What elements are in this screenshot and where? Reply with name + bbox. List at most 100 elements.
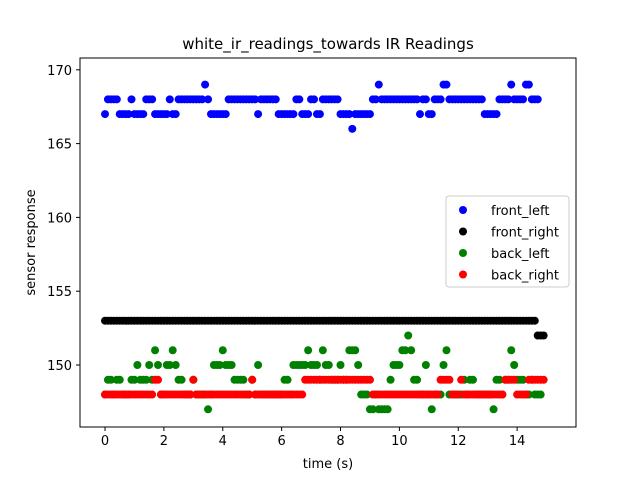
point-back_left-100	[395, 361, 404, 370]
point-back_left-97	[386, 375, 395, 384]
point-front_left-84	[348, 124, 357, 133]
point-back_right-149	[539, 375, 548, 384]
point-back_left-23	[168, 346, 177, 355]
point-front_left-116	[442, 80, 451, 89]
point-front_left-64	[289, 110, 298, 119]
point-front_left-35	[204, 95, 213, 104]
point-back_right-16	[148, 390, 157, 399]
legend: front_left front_right back_left back_right	[445, 195, 570, 288]
point-back_right-113	[433, 390, 442, 399]
point-back_right-90	[365, 375, 374, 384]
point-back_left-102	[401, 346, 410, 355]
point-back_right-29	[186, 390, 195, 399]
legend-marker-back_right	[459, 270, 467, 279]
series-front_left	[101, 80, 542, 133]
point-back_left-139	[510, 361, 519, 370]
point-front_left-73	[315, 110, 324, 119]
point-front_left-16	[148, 95, 157, 104]
point-front_left-137	[504, 95, 513, 104]
point-back_left-10	[130, 375, 139, 384]
point-front_left-51	[251, 95, 260, 104]
point-back_left-15	[145, 361, 154, 370]
point-back_left-69	[304, 346, 313, 355]
point-back_left-14	[142, 375, 151, 384]
point-back_left-80	[336, 361, 345, 370]
point-front_left-83	[345, 110, 354, 119]
point-front_left-92	[371, 95, 380, 104]
point-front_left-111	[427, 110, 436, 119]
point-front_left-114	[436, 95, 445, 104]
point-front_left-24	[171, 110, 180, 119]
point-back_left-111	[427, 405, 436, 414]
point-front_left-0	[101, 110, 110, 119]
legend-label-back_left: back_left	[491, 247, 549, 262]
point-back_left-2	[106, 375, 115, 384]
legend-label-front_right: front_right	[491, 226, 559, 241]
y-axis-label: sensor response	[24, 189, 39, 295]
point-front_left-71	[310, 95, 319, 104]
point-back_right-120	[454, 390, 463, 399]
x-tick-label: 4	[219, 434, 227, 449]
series-front_right	[101, 316, 548, 340]
point-back_left-103	[404, 331, 413, 340]
point-back_left-74	[318, 346, 327, 355]
point-front_left-79	[333, 95, 342, 104]
data-points-layer	[101, 80, 548, 414]
point-front_left-144	[524, 80, 533, 89]
point-front_left-13	[139, 110, 148, 119]
x-tick-label: 8	[336, 434, 344, 449]
point-back_left-91	[368, 405, 377, 414]
x-tick-label: 6	[277, 434, 285, 449]
point-front_left-147	[533, 95, 542, 104]
point-back_right-121	[457, 375, 466, 384]
point-back_left-68	[301, 361, 310, 370]
series-back_right	[101, 375, 548, 399]
x-axis-label: time (s)	[303, 457, 353, 472]
point-back_left-104	[407, 346, 416, 355]
point-back_left-35	[204, 405, 213, 414]
point-back_left-62	[283, 375, 292, 384]
y-tick-label: 160	[47, 211, 72, 226]
point-back_left-85	[351, 346, 360, 355]
point-back_left-116	[442, 346, 451, 355]
point-back_left-39	[215, 361, 224, 370]
point-back_left-52	[254, 361, 263, 370]
point-back_left-18	[154, 361, 163, 370]
legend-label-back_right: back_right	[491, 269, 559, 284]
point-back_left-142	[519, 375, 528, 384]
y-tick-label: 170	[47, 64, 72, 79]
point-back_left-109	[421, 361, 430, 370]
point-front_left-4	[112, 95, 121, 104]
point-back_left-40	[218, 346, 227, 355]
point-back_left-89	[363, 390, 371, 399]
point-front_left-90	[365, 110, 374, 119]
legend-marker-back_left	[459, 249, 467, 257]
x-tick-label: 14	[509, 434, 526, 449]
point-front_left-106	[413, 95, 422, 104]
point-front_right-149	[539, 331, 548, 340]
point-back_left-76	[324, 361, 333, 370]
point-front_left-66	[295, 95, 304, 104]
point-front_left-33	[198, 95, 207, 104]
point-back_right-50	[248, 375, 257, 384]
point-front_left-34	[201, 80, 210, 89]
x-tick-label: 10	[391, 434, 408, 449]
point-front_right-146	[530, 316, 539, 325]
point-back_right-18	[154, 375, 163, 384]
point-back_left-17	[151, 346, 160, 355]
plot-area-frame	[79, 57, 577, 428]
point-back_right-143	[521, 390, 530, 399]
point-back_left-24	[171, 361, 180, 370]
point-back_left-26	[177, 375, 186, 384]
point-front_left-93	[374, 80, 383, 89]
point-front_left-52	[254, 110, 263, 119]
point-back_left-47	[239, 375, 248, 384]
point-back_left-72	[312, 361, 321, 370]
point-front_left-8	[124, 110, 133, 119]
x-tick-label: 2	[160, 434, 168, 449]
point-back_left-148	[536, 390, 545, 399]
point-front_left-69	[304, 110, 313, 119]
point-back_right-67	[298, 390, 307, 399]
point-back_right-49	[245, 390, 254, 399]
